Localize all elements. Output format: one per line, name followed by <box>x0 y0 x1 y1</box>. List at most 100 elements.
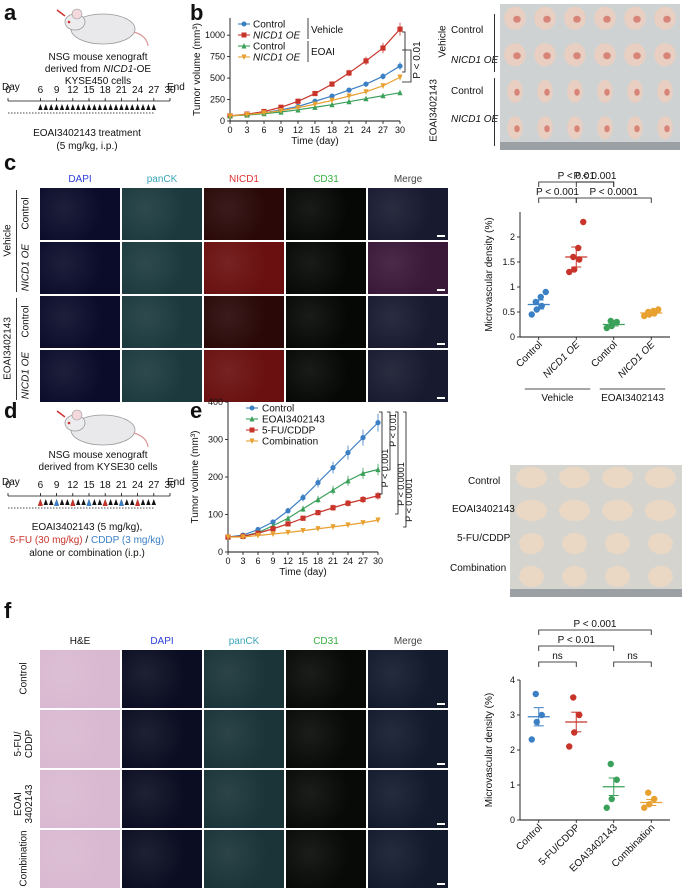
tumor-spot <box>513 52 521 60</box>
legend-label: Control <box>262 404 294 415</box>
pvalue-label: P < 0.0001 <box>396 462 406 506</box>
treatment-arrow <box>76 104 81 110</box>
treatment-arrow <box>151 499 156 505</box>
tumor-specimen <box>648 532 673 555</box>
tumor-photo-e-drawing <box>510 466 682 597</box>
fu-arrow <box>102 499 108 506</box>
x-tick-label: 0 <box>227 125 232 135</box>
treatment-arrow <box>38 104 43 110</box>
channel-label-0: H&E <box>69 636 91 647</box>
micrograph-r2-c0 <box>40 770 120 828</box>
panel-b-label: b <box>190 0 204 25</box>
sig-label: P < 0.01 <box>558 635 596 646</box>
micrograph-r3-c0 <box>40 350 120 402</box>
sig-label: P < 0.0001 <box>590 187 639 198</box>
fu-arrow <box>37 499 43 506</box>
panel-d-axis-start: Day <box>2 477 20 488</box>
treatment-arrow <box>43 104 48 110</box>
x-tick-label: 9 <box>278 125 283 135</box>
micrograph-r1-c0 <box>40 710 120 768</box>
cddp-arrow <box>118 499 124 506</box>
data-point-s1 <box>295 98 301 104</box>
micrograph-r2-c3 <box>286 296 366 348</box>
tumor-specimen <box>645 466 676 489</box>
micrograph-r2-c0 <box>40 296 120 348</box>
panel-d-treatment2: 5-FU (30 mg/kg) / CDDP (3 mg/kg) <box>10 535 164 546</box>
x-tick-label: 21 <box>328 556 338 566</box>
micrograph-r3-c4 <box>368 830 448 888</box>
x-tick-label: NICD1 OE <box>616 339 657 380</box>
legend-label: Control <box>253 42 285 53</box>
timeline-tick-label: 0 <box>5 480 11 491</box>
row-label-0: Control <box>20 197 32 230</box>
tumor-spot <box>543 52 551 60</box>
micrograph-r2-c3 <box>286 770 366 828</box>
tumor-spot <box>633 52 641 60</box>
treatment-arrow <box>65 499 70 505</box>
data-point-s3 <box>380 83 386 89</box>
tumor-spot <box>603 52 611 60</box>
timeline-tick-label: 18 <box>100 480 112 491</box>
data-point-1 <box>566 743 573 750</box>
data-point-s0 <box>345 450 351 456</box>
tumor-specimen <box>645 499 676 522</box>
tumor-specimen <box>516 466 547 489</box>
panel-a-label: a <box>4 0 17 25</box>
data-point-3 <box>655 306 662 313</box>
micrograph-r1-c1 <box>122 710 202 768</box>
data-point-s1 <box>300 505 306 512</box>
data-point-0 <box>542 288 549 296</box>
micrograph-r1-c3 <box>286 242 366 294</box>
treatment-arrow <box>92 499 97 505</box>
panel-a-dose: (5 mg/kg, i.p.) <box>56 141 118 152</box>
tumor-spot <box>604 125 610 133</box>
group-label-eoai: EOAI3402143 <box>601 393 664 404</box>
y-tick-label: 1000 <box>205 30 225 40</box>
row-label-3: Combination <box>18 830 30 887</box>
data-point-s1 <box>360 470 366 476</box>
micrograph-r3-c0 <box>40 830 120 888</box>
treatment-arrow <box>81 499 86 505</box>
data-point-0 <box>538 302 545 310</box>
micrograph-r0-c4 <box>368 650 448 708</box>
data-point-s0 <box>397 63 403 69</box>
legend-marker <box>249 416 255 422</box>
data-point-s3 <box>225 534 231 541</box>
panel-d-line1: NSG mouse xenograft <box>48 450 148 461</box>
fu-arrow <box>70 499 76 506</box>
data-point-s3 <box>240 534 246 541</box>
treatment-arrow <box>130 499 135 505</box>
timeline-tick-label: 6 <box>38 85 44 96</box>
data-point-1 <box>571 266 578 273</box>
group-label-vehicle: Vehicle <box>541 393 574 404</box>
pvalue-bracket <box>387 411 391 471</box>
treatment-arrow <box>43 499 48 505</box>
sig-label: P < 0.01 <box>558 171 596 182</box>
micrograph-r3-c2 <box>204 830 284 888</box>
panel-d-line2: derived from KYSE30 cells <box>38 462 158 473</box>
treatment-arrow <box>108 104 113 110</box>
legend-label: NICD1 OE <box>253 31 301 42</box>
sig-label: ns <box>552 651 563 662</box>
panel-a-axis-end: End <box>167 82 185 93</box>
pvalue-bracket <box>395 411 399 515</box>
timeline-tick-label: 9 <box>54 480 60 491</box>
legend-marker <box>249 405 255 411</box>
micrograph-r2-c1 <box>122 296 202 348</box>
x-tick-label: Control <box>514 822 545 853</box>
data-point-s2 <box>329 101 335 108</box>
data-point-0 <box>528 311 535 318</box>
x-tick-label: 15 <box>310 125 320 135</box>
treatment-arrow <box>140 104 146 110</box>
y-tick-label: 0 <box>510 815 515 825</box>
micrograph-r1-c2 <box>204 242 284 294</box>
y-tick-label: 0.5 <box>502 307 515 317</box>
panel-d-treatment3: alone or combination (i.p.) <box>29 548 145 559</box>
tumor-spot <box>573 52 581 60</box>
channel-label-2: NICD1 <box>228 174 260 185</box>
pvalue-bracket <box>402 31 406 73</box>
panel-d-sep: / <box>82 535 91 546</box>
panel-a-line2-suffix: -OE <box>133 64 152 75</box>
data-point-1 <box>580 218 587 226</box>
data-point-s0 <box>360 435 366 441</box>
